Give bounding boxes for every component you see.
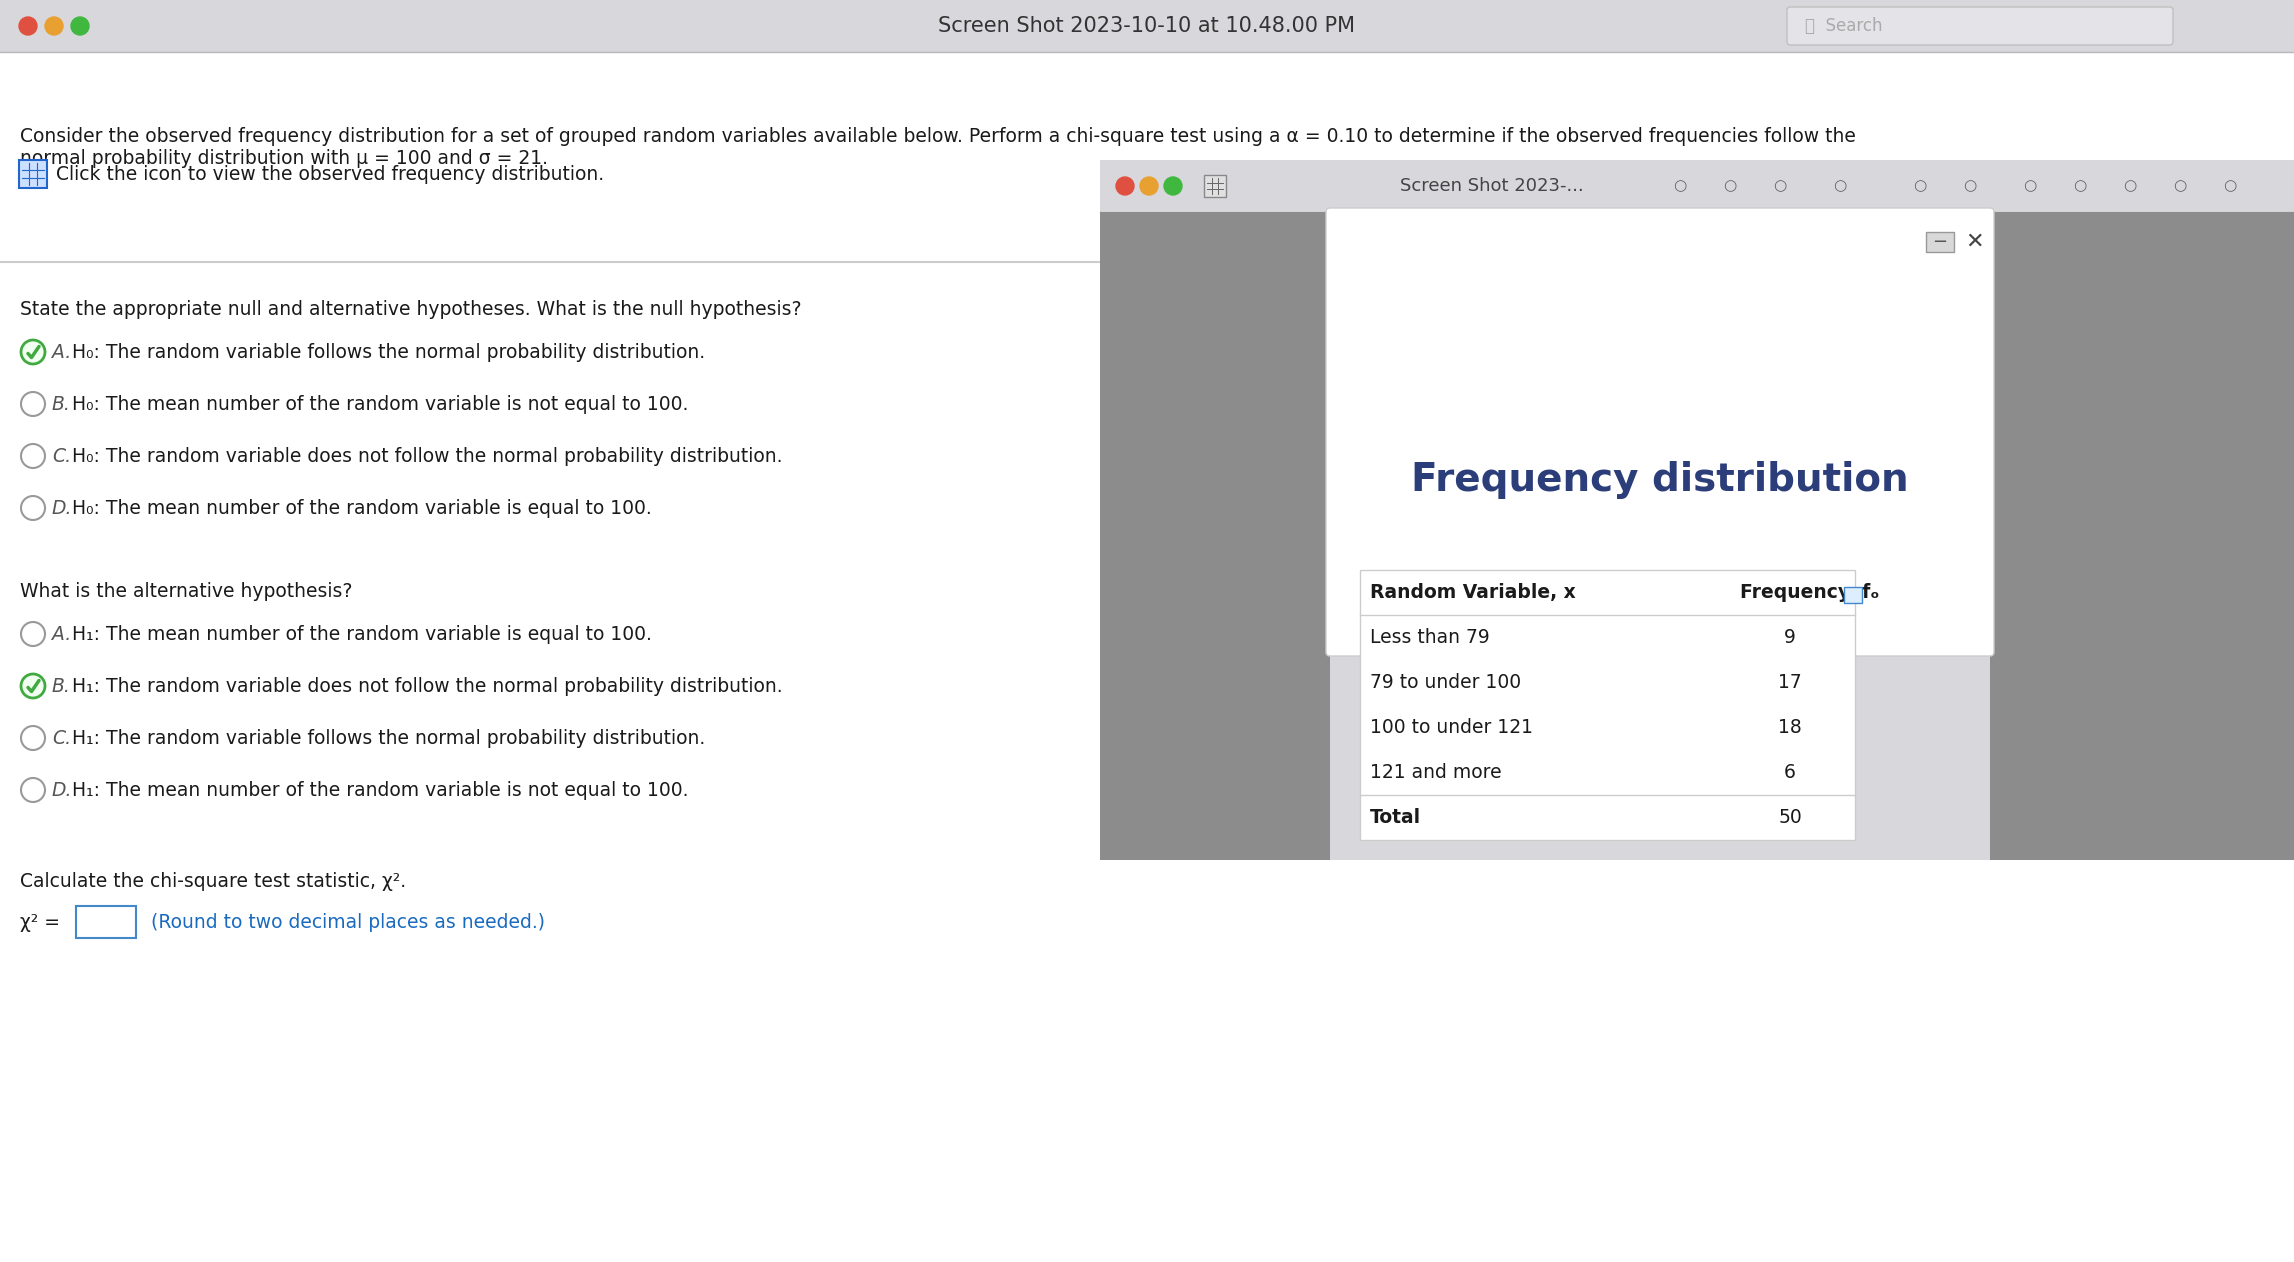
FancyBboxPatch shape	[1204, 175, 1225, 197]
Text: H₁: The random variable follows the normal probability distribution.: H₁: The random variable follows the norm…	[71, 728, 704, 747]
Text: B.: B.	[53, 395, 71, 414]
Text: Calculate the chi-square test statistic, χ².: Calculate the chi-square test statistic,…	[21, 872, 406, 891]
Text: Screen Shot 2023-...: Screen Shot 2023-...	[1399, 177, 1583, 196]
Text: A.: A.	[53, 625, 71, 644]
Text: 50: 50	[1778, 808, 1801, 827]
Circle shape	[1140, 177, 1158, 196]
Text: B.: B.	[53, 676, 71, 695]
Text: 🔍  Search: 🔍 Search	[1805, 16, 1883, 35]
Text: H₀: The random variable follows the normal probability distribution.: H₀: The random variable follows the norm…	[71, 342, 704, 361]
Text: What is the alternative hypothesis?: What is the alternative hypothesis?	[21, 582, 353, 601]
Text: ○: ○	[2172, 178, 2186, 193]
FancyBboxPatch shape	[0, 52, 2294, 1262]
Circle shape	[71, 16, 89, 35]
Text: H₁: The mean number of the random variable is not equal to 100.: H₁: The mean number of the random variab…	[71, 780, 688, 800]
Text: H₁: The mean number of the random variable is equal to 100.: H₁: The mean number of the random variab…	[71, 625, 651, 644]
Text: 9: 9	[1785, 628, 1796, 647]
Text: ○: ○	[2223, 178, 2237, 193]
FancyBboxPatch shape	[1787, 8, 2172, 45]
Text: 79 to under 100: 79 to under 100	[1370, 673, 1521, 692]
Text: H₀: The random variable does not follow the normal probability distribution.: H₀: The random variable does not follow …	[71, 447, 782, 466]
FancyBboxPatch shape	[76, 906, 135, 938]
Text: ✕: ✕	[1966, 232, 1984, 252]
Text: C.: C.	[53, 728, 71, 747]
Circle shape	[46, 16, 62, 35]
Text: H₀: The mean number of the random variable is equal to 100.: H₀: The mean number of the random variab…	[71, 498, 651, 517]
FancyBboxPatch shape	[1844, 587, 1863, 602]
Text: Random Variable, x: Random Variable, x	[1370, 583, 1576, 602]
Circle shape	[1115, 177, 1133, 196]
Text: H₀: The mean number of the random variable is not equal to 100.: H₀: The mean number of the random variab…	[71, 395, 688, 414]
Text: ○: ○	[1723, 178, 1737, 193]
Text: ○: ○	[1672, 178, 1686, 193]
Text: D.: D.	[53, 780, 73, 800]
Text: Consider the observed frequency distribution for a set of grouped random variabl: Consider the observed frequency distribu…	[21, 127, 1856, 146]
Text: Frequency distribution: Frequency distribution	[1411, 461, 1909, 498]
FancyBboxPatch shape	[1360, 570, 1856, 840]
Circle shape	[21, 674, 46, 698]
Circle shape	[21, 339, 46, 363]
Text: ○: ○	[1964, 178, 1977, 193]
FancyBboxPatch shape	[1101, 160, 2294, 859]
Text: C.: C.	[53, 447, 71, 466]
Text: 6: 6	[1785, 764, 1796, 782]
Circle shape	[18, 16, 37, 35]
Text: Total: Total	[1370, 808, 1420, 827]
Text: 17: 17	[1778, 673, 1801, 692]
Text: 18: 18	[1778, 718, 1801, 737]
Text: H₁: The random variable does not follow the normal probability distribution.: H₁: The random variable does not follow …	[71, 676, 782, 695]
Circle shape	[1163, 177, 1181, 196]
FancyBboxPatch shape	[1989, 212, 2294, 859]
FancyBboxPatch shape	[1101, 212, 1331, 859]
Text: Frequency, fₒ: Frequency, fₒ	[1741, 583, 1879, 602]
Text: ○: ○	[2074, 178, 2088, 193]
Text: ○: ○	[2023, 178, 2037, 193]
FancyBboxPatch shape	[18, 160, 46, 188]
Text: D.: D.	[53, 498, 73, 517]
Text: 100 to under 121: 100 to under 121	[1370, 718, 1532, 737]
Text: 121 and more: 121 and more	[1370, 764, 1503, 782]
Text: (Round to two decimal places as needed.): (Round to two decimal places as needed.)	[151, 912, 546, 931]
Text: State the appropriate null and alternative hypotheses. What is the null hypothes: State the appropriate null and alternati…	[21, 300, 801, 319]
Text: Less than 79: Less than 79	[1370, 628, 1489, 647]
Text: A.: A.	[53, 342, 71, 361]
Text: ○: ○	[2124, 178, 2136, 193]
Text: normal probability distribution with μ = 100 and σ = 21.: normal probability distribution with μ =…	[21, 149, 548, 168]
Text: ○: ○	[1833, 178, 1847, 193]
Text: χ² =: χ² =	[21, 912, 67, 931]
Text: −: −	[1932, 233, 1948, 251]
Text: Click the icon to view the observed frequency distribution.: Click the icon to view the observed freq…	[55, 164, 603, 183]
Text: ○: ○	[1773, 178, 1787, 193]
FancyBboxPatch shape	[0, 0, 2294, 52]
FancyBboxPatch shape	[1927, 232, 1954, 252]
Text: ○: ○	[1913, 178, 1927, 193]
FancyBboxPatch shape	[1326, 208, 1993, 656]
Text: Screen Shot 2023-10-10 at 10.48.00 PM: Screen Shot 2023-10-10 at 10.48.00 PM	[938, 16, 1356, 37]
